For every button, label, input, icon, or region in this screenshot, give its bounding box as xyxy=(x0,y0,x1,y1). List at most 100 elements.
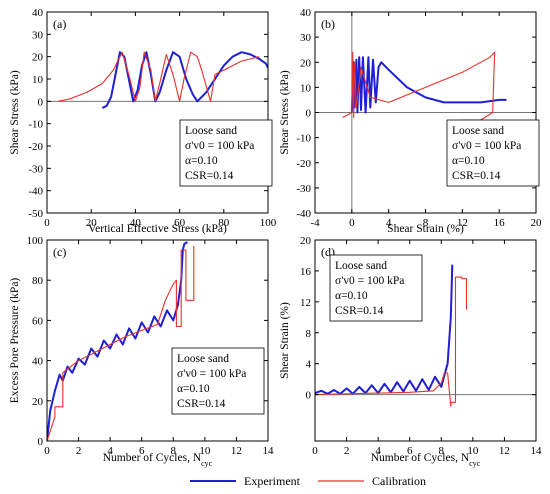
y-tick-label: 40 xyxy=(32,7,44,19)
x-tick-label: 6 xyxy=(139,445,145,457)
x-tick-label: 40 xyxy=(130,217,142,229)
annotation-line: Loose sand xyxy=(452,125,504,137)
x-tick-label: 2 xyxy=(76,445,82,457)
annotation-line: CSR=0.14 xyxy=(177,398,226,410)
panel-label: (c) xyxy=(53,245,66,259)
annotation-line: Loose sand xyxy=(177,353,229,365)
annotation-line: CSR=0.14 xyxy=(185,170,234,182)
y-tick-label: 40 xyxy=(300,7,312,19)
x-tick-label: 10 xyxy=(199,445,211,457)
legend: Experiment Calibration xyxy=(190,474,426,488)
series-calibration xyxy=(315,276,468,407)
x-tick-label: 12 xyxy=(499,445,510,457)
y-tick-label: 10 xyxy=(32,74,44,86)
y-tick-label: 0 xyxy=(38,96,44,108)
x-tick-label: 8 xyxy=(171,445,177,457)
x-tick-label: 4 xyxy=(386,217,392,229)
y-tick-label: -30 xyxy=(296,183,311,195)
annotation-frame xyxy=(329,254,423,322)
annotation-box: Loose sand σ'v0 = 100 kPa α=0.10 CSR=0.14 xyxy=(179,119,273,187)
y-tick-label: 20 xyxy=(32,396,44,408)
annotation-line: σ'v0 = 100 kPa xyxy=(185,140,254,152)
plot-frame xyxy=(314,239,537,442)
x-tick-label: 60 xyxy=(174,217,186,229)
y-tick-label: 30 xyxy=(300,32,312,44)
y-tick-label: 100 xyxy=(27,235,44,247)
y-tick-label: -50 xyxy=(28,208,43,220)
x-tick-label: 14 xyxy=(263,445,275,457)
y-axis-label: Excess Pore Pressure (kPa) xyxy=(9,278,21,404)
x-tick-label: 4 xyxy=(375,445,381,457)
x-tick-label: 12 xyxy=(457,217,468,229)
annotation-box: Loose sand σ'v0 = 100 kPa α=0.10 CSR=0.14 xyxy=(446,119,540,187)
x-tick-label: 16 xyxy=(494,217,506,229)
x-tick-label: 0 xyxy=(44,217,50,229)
x-tick-label: 6 xyxy=(407,445,413,457)
annotation-line: σ'v0 = 100 kPa xyxy=(452,140,521,152)
annotation-line: CSR=0.14 xyxy=(452,170,501,182)
x-axis-label-subscript: cyc xyxy=(201,459,213,468)
y-tick-label: 8 xyxy=(306,328,312,340)
y-tick-label: 20 xyxy=(32,52,44,64)
annotation-line: α=0.10 xyxy=(185,155,218,167)
x-tick-label: 0 xyxy=(312,445,318,457)
y-tick-label: -10 xyxy=(28,119,43,131)
y-tick-label: -40 xyxy=(28,186,43,198)
x-axis-label: Number of Cycles, Ncyc xyxy=(371,452,481,468)
annotation-line: σ'v0 = 100 kPa xyxy=(177,368,246,380)
annotation-box: Loose sand σ'v0 = 100 kPa α=0.10 CSR=0.14 xyxy=(329,254,423,322)
annotation-frame xyxy=(171,347,265,415)
y-tick-label: 0 xyxy=(306,390,312,402)
chart-panel-c: 0 2 4 6 8 10 12 14 0 20 40 60 80 100 (c) Number of Cycl… xyxy=(9,235,274,468)
x-tick-label: 14 xyxy=(531,445,543,457)
y-tick-label: -20 xyxy=(296,158,311,170)
x-tick-label: 0 xyxy=(44,445,50,457)
y-tick-label: 80 xyxy=(32,275,44,287)
y-tick-label: 12 xyxy=(300,297,311,309)
y-tick-label: 20 xyxy=(300,57,312,69)
annotation-box: Loose sand σ'v0 = 100 kPa α=0.10 CSR=0.14 xyxy=(171,347,265,415)
chart-panel-b: -4 0 4 8 12 16 20-40-30-20-10010203040(b)Shear… xyxy=(279,7,542,235)
x-tick-label: 8 xyxy=(439,445,445,457)
annotation-frame xyxy=(446,119,540,187)
y-tick-label: 4 xyxy=(306,359,312,371)
y-tick-label: 0 xyxy=(306,108,312,120)
chart-panel-a: 0 20 40 60 80 100 -50 -40 -30 -20 -10 0 10 20 30 40 (a) V… xyxy=(9,7,277,235)
series-calibration xyxy=(57,51,260,102)
series-calibration xyxy=(47,246,195,441)
x-axis-label-subscript: cyc xyxy=(469,459,481,468)
y-axis-label: Shear Strain (%) xyxy=(279,302,291,379)
y-tick-label: -40 xyxy=(296,208,311,220)
x-tick-label: 12 xyxy=(231,445,242,457)
legend-calibration-label: Calibration xyxy=(372,474,426,488)
series-experiment xyxy=(47,241,189,441)
y-tick-label: 60 xyxy=(32,315,44,327)
y-axis-label: Shear Stress (kPa) xyxy=(279,70,291,154)
y-tick-label: -20 xyxy=(28,141,43,153)
plot-frame xyxy=(46,11,269,214)
y-tick-label: 20 xyxy=(300,235,312,247)
series-experiment xyxy=(350,56,507,114)
legend-experiment-label: Experiment xyxy=(244,474,301,488)
annotation-line: CSR=0.14 xyxy=(335,305,384,317)
x-tick-label: -4 xyxy=(310,217,320,229)
annotation-line: α=0.10 xyxy=(452,155,485,167)
y-tick-label: 10 xyxy=(300,82,312,94)
x-axis-label: Number of Cycles, Ncyc xyxy=(103,452,213,468)
y-tick-label: 40 xyxy=(32,356,44,368)
x-tick-label: 100 xyxy=(260,217,277,229)
plot-frame xyxy=(46,239,269,442)
annotation-line: Loose sand xyxy=(335,260,387,272)
x-tick-label: 4 xyxy=(107,445,113,457)
y-tick-label: 30 xyxy=(32,29,44,41)
y-tick-label: -30 xyxy=(28,163,43,175)
annotation-line: σ'v0 = 100 kPa xyxy=(335,275,404,287)
y-tick-label: -10 xyxy=(296,133,311,145)
x-axis-label: Vertical Effective Stress (kPa) xyxy=(88,223,227,235)
x-tick-label: 0 xyxy=(349,217,355,229)
annotation-frame xyxy=(179,119,273,187)
x-tick-label: 10 xyxy=(467,445,479,457)
x-tick-label: 8 xyxy=(423,217,429,229)
